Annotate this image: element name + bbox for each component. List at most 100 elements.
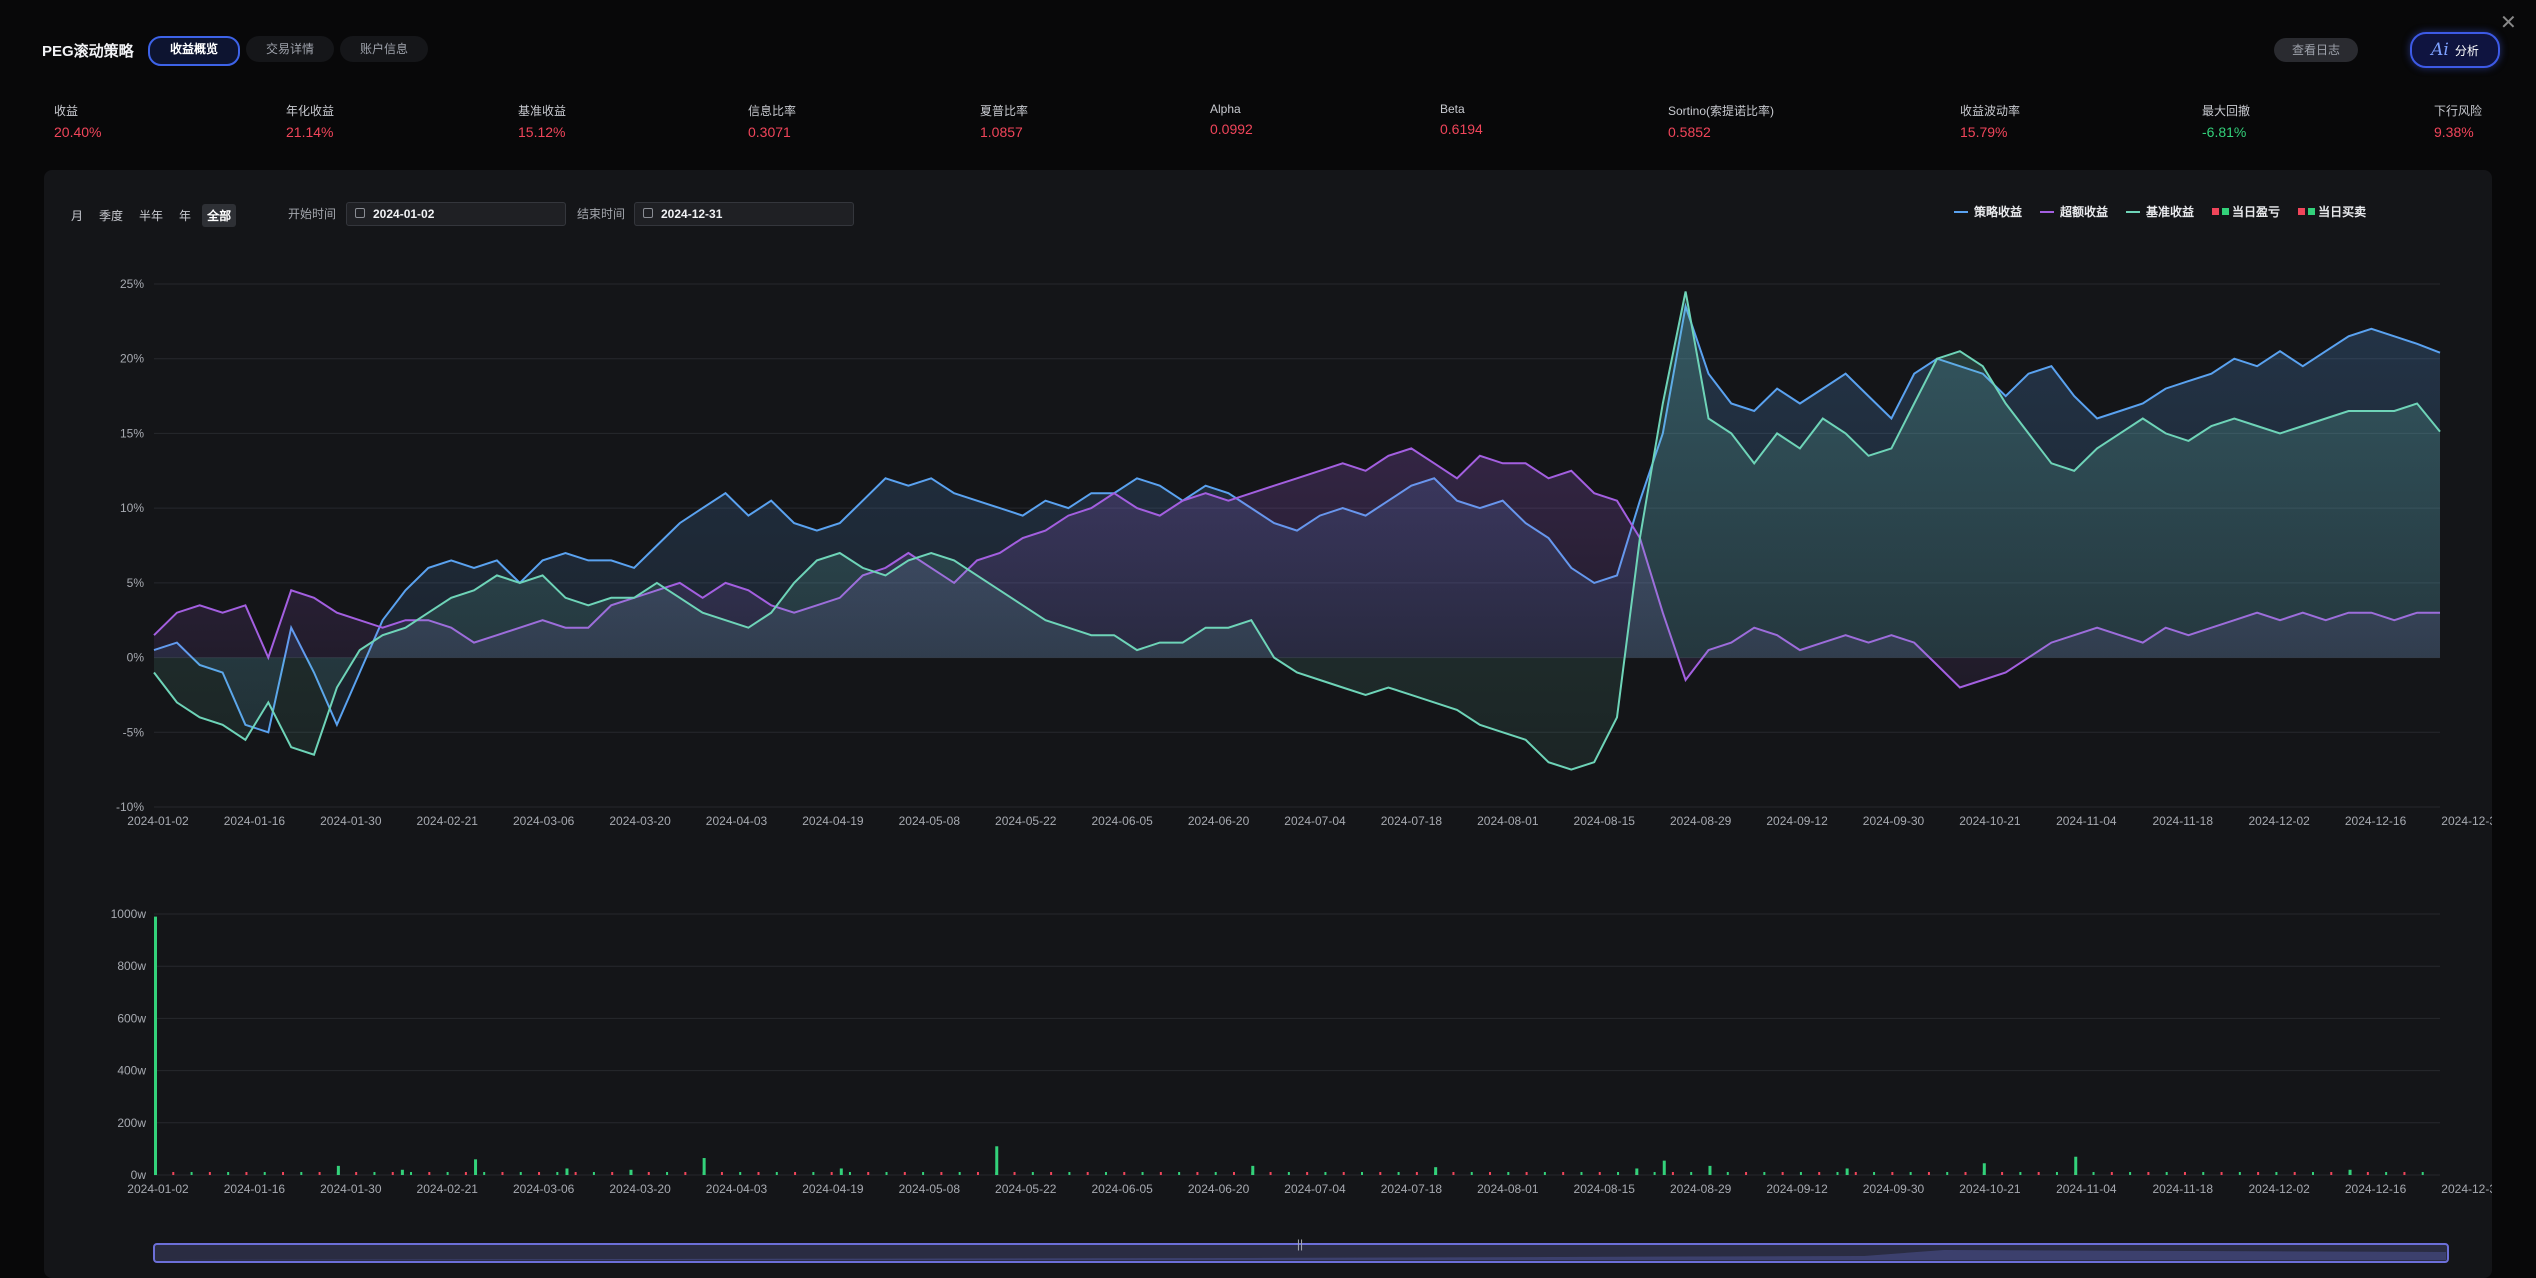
tab-trade-detail[interactable]: 交易详情 [246,36,335,62]
volume-bar [556,1172,559,1175]
metrics-row: 收益 20.40% 年化收益 21.14% 基准收益 15.12% 信息比率 0… [0,102,2536,146]
end-date-input[interactable]: 2024-12-31 [634,202,854,226]
series-area [154,291,2440,770]
series-line [153,291,2441,771]
volume-bar [1489,1172,1492,1175]
volume-bar [940,1172,943,1175]
volume-bar [1123,1172,1126,1175]
volume-bar [2202,1172,2205,1175]
y-tick-label: 200w [117,1116,146,1130]
chart-panel: 月 季度 半年 年 全部 开始时间 2024-01-02 结束时间 2024-1… [44,170,2492,1278]
x-tick-label: 2024-05-08 [899,1182,961,1196]
x-tick-label: 2024-01-02 [127,814,189,828]
metric-label: Beta [1440,102,1465,116]
volume-bar [428,1172,431,1175]
volume-bar [2019,1172,2022,1175]
volume-bar [1086,1172,1089,1175]
volume-bar [1251,1165,1255,1175]
volume-bar [611,1172,614,1175]
x-tick-label: 2024-06-05 [1091,814,1153,828]
period-year[interactable]: 年 [179,209,192,223]
volume-bar [565,1168,569,1175]
period-selector: 月 季度 半年 年 全部 [66,204,237,227]
metric-value: 0.3071 [748,124,791,140]
volume-bar [1635,1168,1639,1175]
volume-bar [2147,1172,2150,1175]
x-tick-label: 2024-08-01 [1477,814,1539,828]
zoom-slider-preview [156,1250,2446,1260]
volume-bar [2055,1172,2058,1175]
period-half-year[interactable]: 半年 [139,209,164,223]
x-tick-label: 2024-01-16 [224,1182,286,1196]
x-tick-label: 2024-07-18 [1381,814,1443,828]
x-tick-label: 2024-12-02 [2248,1182,2310,1196]
volume-bar [373,1172,376,1175]
x-tick-label: 2024-07-18 [1381,1182,1443,1196]
x-tick-label: 2024-03-20 [609,1182,671,1196]
volume-bar [830,1172,833,1175]
legend-daily-trade[interactable]: 当日买卖 [2298,203,2366,220]
metric-value: -6.81% [2202,124,2247,140]
volume-bar [2001,1172,2004,1175]
returns-chart[interactable]: 25%20%15%10%5%0%-5%-10%2024-01-02 2024-01… [44,170,2492,1278]
volume-bar [1690,1172,1693,1175]
legend-excess-return[interactable]: 超额收益 [2040,203,2108,220]
volume-bar [574,1172,577,1175]
legend-daily-pnl[interactable]: 当日盈亏 [2212,203,2280,220]
period-quarter[interactable]: 季度 [99,209,124,223]
volume-bar [1927,1172,1930,1175]
volume-bar [1891,1172,1894,1175]
volume-bar [1361,1172,1364,1175]
volume-bar [1287,1172,1290,1175]
volume-bar [1232,1172,1235,1175]
volume-bar [1726,1172,1729,1175]
y-tick-label: 15% [120,426,144,440]
volume-bar [300,1172,303,1175]
volume-bar [2311,1172,2314,1175]
volume-bar [1598,1172,1601,1175]
metric-benchmark-return: 基准收益 15.12% [518,102,566,140]
volume-bar [1982,1163,1986,1175]
ai-analysis-button[interactable]: Ai 分析 [2410,32,2500,68]
metric-label: 信息比率 [748,104,797,118]
legend-strategy-return[interactable]: 策略收益 [1954,203,2022,220]
zoom-slider-handle[interactable]: || [1297,1237,1303,1251]
tab-account-info[interactable]: 账户信息 [340,36,429,62]
legend-benchmark-return[interactable]: 基准收益 [2126,203,2194,220]
tab-overview[interactable]: 收益概览 [148,36,241,66]
end-date-label: 结束时间 [577,207,626,221]
x-tick-label: 2024-09-30 [1863,814,1925,828]
volume-bar [2421,1172,2424,1175]
x-tick-label: 2024-05-22 [995,814,1057,828]
top-bar: PEG滚动策略 收益概览 交易详情 账户信息 查看日志 Ai 分析 ✕ [0,0,2536,100]
legend-square-icon [2298,208,2306,215]
volume-bar [1013,1172,1016,1175]
volume-bar [2037,1172,2040,1175]
volume-bar [1909,1172,1912,1175]
volume-bar [684,1172,687,1175]
volume-bar [410,1172,413,1175]
x-tick-label: 2024-02-21 [417,814,479,828]
volume-bar [2074,1156,2078,1175]
period-all[interactable]: 全部 [202,204,237,227]
volume-bar [629,1169,633,1175]
volume-bar [2385,1172,2388,1175]
volume-bar [1434,1167,1438,1175]
volume-bar [794,1172,797,1175]
x-tick-label: 2024-12-31 [2441,1182,2492,1196]
y-tick-label: -5% [123,725,145,739]
volume-bar [720,1172,723,1175]
period-month[interactable]: 月 [71,209,84,223]
view-log-button[interactable]: 查看日志 [2274,38,2359,62]
close-icon[interactable]: ✕ [2500,12,2517,34]
volume-bar [282,1172,285,1175]
volume-bar [1562,1172,1565,1175]
metric-label: 最大回撤 [2202,104,2251,118]
x-tick-label: 2024-11-18 [2153,1182,2214,1196]
volume-bar [538,1172,541,1175]
calendar-icon [643,208,653,218]
volume-bar [1470,1172,1473,1175]
volume-bar [995,1146,999,1175]
volume-bar [2183,1172,2186,1175]
start-date-input[interactable]: 2024-01-02 [346,202,566,226]
